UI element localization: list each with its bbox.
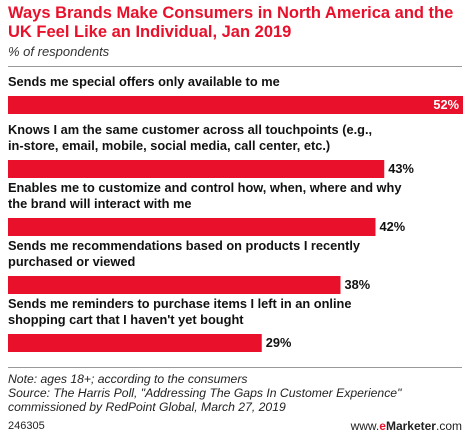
value-label: 43% (388, 161, 414, 176)
value-label: 29% (266, 335, 292, 350)
chart-id: 246305 (8, 420, 45, 432)
category-label: the brand will interact with me (8, 196, 191, 211)
brand-prefix: www. (350, 419, 380, 433)
bar (8, 160, 385, 178)
category-label: Sends me recommendations based on produc… (8, 238, 361, 253)
category-label: in-store, email, mobile, social media, c… (8, 138, 330, 153)
brand-e: e (379, 419, 386, 433)
chart-title: Ways Brands Make Consumers in North Amer… (8, 4, 454, 41)
source-text: Source: The Harris Poll, "Addressing The… (8, 386, 402, 414)
category-label: Knows I am the same customer across all … (8, 122, 372, 137)
chart-subtitle: % of respondents (8, 44, 110, 59)
brand-logo: www.eMarketer.com (351, 419, 462, 433)
top-divider (8, 66, 462, 67)
category-label: Enables me to customize and control how,… (8, 180, 402, 195)
value-label: 52% (433, 97, 459, 112)
category-label: Sends me special offers only available t… (8, 74, 280, 89)
bar (8, 96, 463, 114)
category-label: Sends me reminders to purchase items I l… (8, 296, 351, 311)
brand-name: Marketer (385, 419, 436, 433)
bar (8, 334, 262, 352)
chart-notes: Note: ages 18+; according to the consume… (8, 372, 463, 414)
value-label: 42% (380, 219, 406, 234)
bottom-divider (8, 367, 462, 368)
category-label: shopping cart that I haven't yet bought (8, 312, 244, 327)
value-label: 38% (345, 277, 371, 292)
bar (8, 276, 341, 294)
note-text: Note: ages 18+; according to the consume… (8, 372, 248, 386)
category-label: purchased or viewed (8, 254, 135, 269)
bar-chart: Sends me special offers only available t… (8, 74, 463, 352)
bar (8, 218, 376, 236)
brand-suffix: .com (435, 419, 462, 433)
